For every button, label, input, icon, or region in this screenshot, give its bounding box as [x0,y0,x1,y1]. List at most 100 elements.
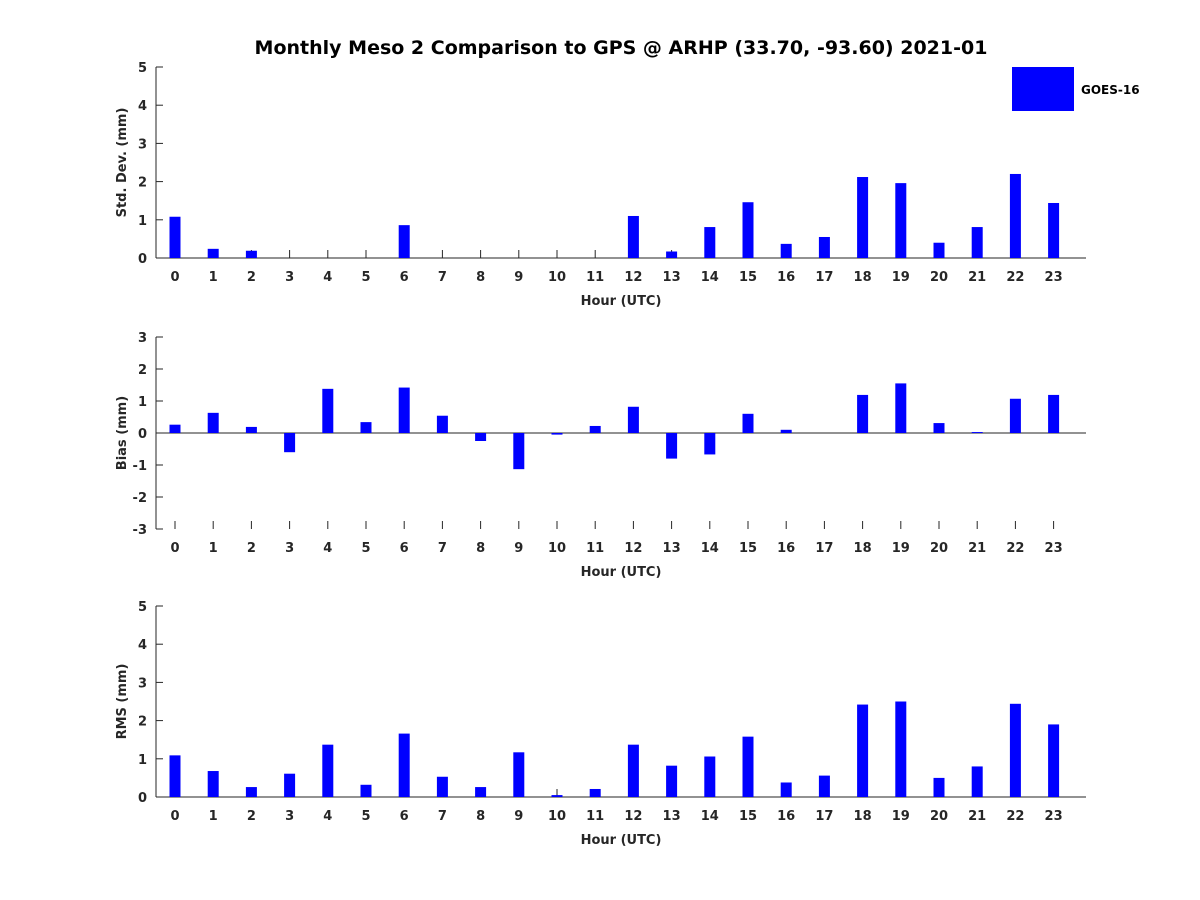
bias-x-tick-label: 8 [476,541,485,556]
bias-x-axis-label: Hour (UTC) [581,565,662,580]
std-dev-x-tick-label: 23 [1045,270,1063,285]
rms-bar [1009,703,1021,797]
rms-x-tick-label: 16 [777,809,795,824]
bias-bar [857,394,869,433]
std-dev-y-tick-label: 5 [138,61,147,76]
rms-bar [895,701,907,797]
bias-bar [436,415,448,433]
bias-bar [513,433,525,470]
bias-bar [1048,394,1060,433]
bias-bar [322,388,334,433]
rms-bar [475,787,487,797]
rms-bar [1048,724,1060,797]
std-dev-x-tick-label: 12 [624,270,642,285]
std-dev-y-tick-label: 4 [138,99,147,114]
std-dev-x-tick-label: 14 [701,270,719,285]
rms-x-tick-label: 9 [514,809,523,824]
bias-bar [971,432,983,434]
bias-x-tick-label: 17 [815,541,833,556]
std-dev-y-tick-label: 3 [138,137,147,152]
std-dev-bar [818,236,830,258]
rms-y-axis-label: RMS (mm) [115,664,130,740]
rms-x-tick-label: 11 [586,809,604,824]
rms-bar [169,755,181,797]
bias-bar [207,412,219,433]
std-dev-bar [971,227,983,258]
bias-bar [780,429,792,433]
bias-bar [895,383,907,433]
std-dev-bar [780,243,792,258]
rms-x-tick-label: 13 [663,809,681,824]
bias-bar [551,433,563,435]
legend-swatch [1012,67,1074,111]
rms-bar [971,766,983,797]
std-dev-x-tick-label: 13 [663,270,681,285]
std-dev-x-tick-label: 8 [476,270,485,285]
bias-x-tick-label: 9 [514,541,523,556]
rms-bar [589,788,601,797]
rms-y-tick-label: 2 [138,715,147,730]
rms-x-tick-label: 20 [930,809,948,824]
std-dev-bar [857,177,869,258]
rms-x-tick-label: 8 [476,809,485,824]
rms-x-tick-label: 2 [247,809,256,824]
rms-x-tick-label: 14 [701,809,719,824]
std-dev-x-tick-label: 16 [777,270,795,285]
std-dev-x-tick-label: 15 [739,270,757,285]
rms-x-tick-label: 5 [361,809,370,824]
bias-x-tick-label: 10 [548,541,566,556]
std-dev-x-tick-label: 22 [1006,270,1024,285]
std-dev-bar [627,215,639,258]
rms-bar [322,744,334,797]
std-dev-bar [245,250,257,258]
rms-bar [398,733,410,797]
bias-y-tick-label: 1 [138,395,147,410]
bias-bar [1009,398,1021,433]
std-dev-bar [704,227,716,258]
bias-y-tick-label: -3 [133,523,147,538]
rms-x-tick-label: 10 [548,809,566,824]
bias-x-tick-label: 21 [968,541,986,556]
rms-bar [933,777,945,797]
rms-bar [436,776,448,797]
bias-bar [933,423,945,433]
bias-bar [704,433,716,455]
bias-x-tick-label: 14 [701,541,719,556]
std-dev-x-tick-label: 5 [361,270,370,285]
bias-bar [666,433,678,459]
bias-y-axis-label: Bias (mm) [115,396,130,470]
std-dev-y-tick-label: 2 [138,176,147,191]
bias-bar [627,406,639,433]
bias-x-tick-label: 15 [739,541,757,556]
std-dev-x-tick-label: 1 [209,270,218,285]
rms-x-tick-label: 0 [170,809,179,824]
bias-x-tick-label: 13 [663,541,681,556]
rms-x-tick-label: 19 [892,809,910,824]
bias-x-tick-label: 23 [1045,541,1063,556]
bias-x-tick-label: 6 [400,541,409,556]
rms-x-tick-label: 12 [624,809,642,824]
rms-x-tick-label: 1 [209,809,218,824]
rms-bar [666,765,678,797]
std-dev-bar [1048,202,1060,258]
bias-y-tick-label: -2 [133,491,147,506]
std-dev-x-tick-label: 17 [815,270,833,285]
rms-bar [818,775,830,797]
bias-y-tick-label: 2 [138,363,147,378]
bias-x-tick-label: 16 [777,541,795,556]
rms-bar [780,782,792,797]
std-dev-bar [169,216,181,258]
rms-bar [513,752,525,797]
bias-x-tick-label: 19 [892,541,910,556]
rms-y-tick-label: 0 [138,791,147,806]
bias-bar [360,422,372,433]
std-dev-bar [398,225,410,258]
bias-x-tick-label: 11 [586,541,604,556]
rms-x-tick-label: 22 [1006,809,1024,824]
bias-bar [284,433,296,453]
bias-bar [475,433,487,441]
rms-bar [742,736,754,797]
